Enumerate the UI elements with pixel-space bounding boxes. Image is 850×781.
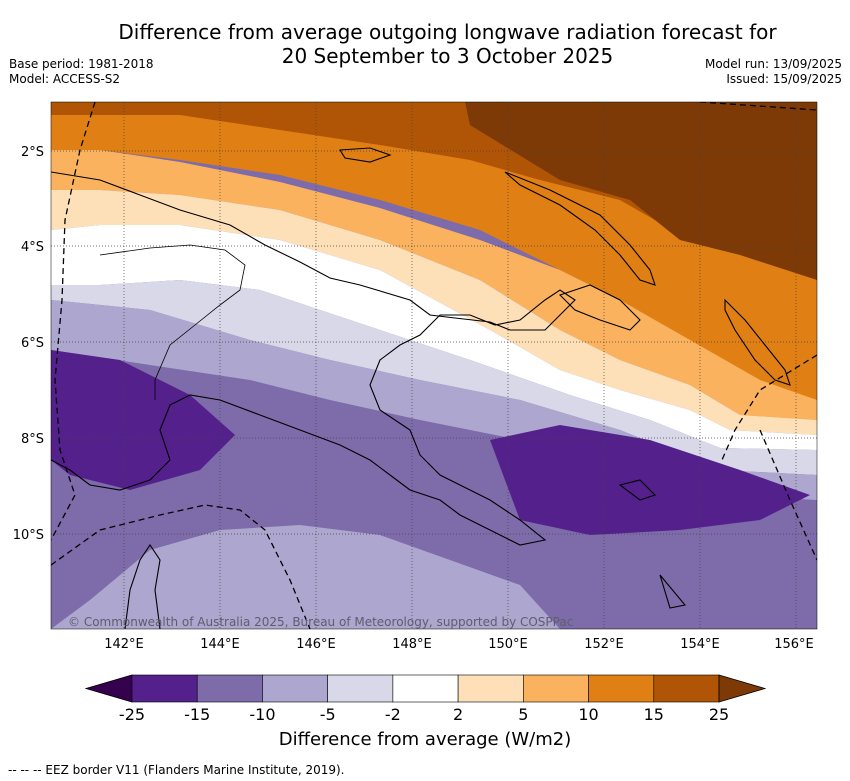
colorbar-tick-label: 5 [518, 705, 528, 724]
colorbar-tick-label: -15 [184, 705, 210, 724]
new-britain-coast [558, 284, 641, 331]
band-2-5 [51, 190, 817, 435]
colorbar-over-arrow [718, 674, 767, 703]
colorbar-tick-label: -10 [249, 705, 275, 724]
colorbar-segment [523, 674, 589, 703]
colorbar-segment [196, 674, 263, 703]
lon-label: 152°E [584, 637, 624, 652]
lon-label: 144°E [200, 637, 240, 652]
band-minus-25-15-east [490, 425, 810, 535]
colorbar-tick-label: -2 [385, 705, 401, 724]
model-name: Model: ACCESS-S2 [9, 72, 121, 86]
manus-coast [339, 147, 392, 163]
lat-label: 6°S [21, 336, 44, 351]
colorbar-tick-label: 15 [644, 705, 664, 724]
colorbar-segment [653, 674, 720, 703]
band-minus-5-2 [51, 280, 817, 475]
issued-date: Issued: 15/09/2025 [726, 72, 842, 86]
colorbar-label: Difference from average (W/m2) [278, 729, 572, 750]
lon-label: 148°E [392, 637, 432, 652]
colorbar-segment [457, 674, 524, 703]
colorbar-segment [131, 674, 198, 703]
map-frame [50, 101, 818, 630]
coastlines [51, 147, 791, 629]
eez-footnote: -- -- -- EEZ border V11 (Flanders Marine… [8, 763, 345, 777]
colorbar-under-arrow [84, 674, 133, 703]
model-run: Model run: 13/09/2025 [704, 57, 842, 71]
colorbar-segment [262, 674, 328, 703]
band-5-10 [51, 150, 817, 420]
lon-label: 150°E [488, 637, 528, 652]
lon-label: 146°E [296, 637, 336, 652]
base-period: Base period: 1981-2018 [9, 57, 154, 71]
lat-label: 10°S [13, 528, 44, 543]
copyright-text: © Commonwealth of Australia 2025, Bureau… [68, 615, 573, 629]
latitude-labels: 2°S 4°S 6°S 8°S 10°S [13, 145, 44, 543]
cape-york-coast [124, 544, 161, 629]
olr-anomaly-field [51, 102, 817, 629]
colorbar-segment [392, 674, 459, 703]
graticule [51, 102, 817, 629]
new-ireland-coast [504, 171, 656, 286]
colorbar-tick-label: 10 [578, 705, 598, 724]
meta-left: Base period: 1981-2018 Model: ACCESS-S2 [9, 57, 154, 87]
eez-borders [51, 102, 817, 629]
lon-label: 142°E [104, 637, 144, 652]
title-line-2: 20 September to 3 October 2025 [281, 44, 614, 68]
band-minus-10-5-south [51, 525, 560, 629]
meta-right: Model run: 13/09/2025 Issued: 15/09/2025 [705, 57, 842, 87]
colorbar-tick-label: 25 [709, 705, 729, 724]
lat-label: 4°S [21, 240, 44, 255]
longitude-labels: 142°E 144°E 146°E 148°E 150°E 152°E 154°… [104, 637, 814, 652]
colorbar-tick-label: -25 [119, 705, 145, 724]
lat-label: 2°S [21, 145, 44, 160]
colorbar-segment [588, 674, 655, 703]
inner-border [99, 244, 246, 400]
bougainville-coast [724, 298, 791, 386]
lon-label: 154°E [680, 637, 720, 652]
chart-title: Difference from average outgoing longwav… [0, 20, 850, 68]
colorbar-tick-label: 2 [453, 705, 463, 724]
lat-label: 8°S [21, 432, 44, 447]
colorbar-tick-label: -5 [320, 705, 336, 724]
title-line-1: Difference from average outgoing longwav… [118, 20, 777, 44]
new-guinea-coast [51, 171, 576, 546]
band-minus-25-15-west [51, 350, 235, 490]
louisiade-islands [618, 479, 687, 609]
lon-label: 156°E [774, 637, 814, 652]
colorbar: -25 -15 -10 -5 -2 2 5 10 15 25 [84, 674, 767, 724]
band-over-25 [465, 102, 817, 280]
colorbar-segment [327, 674, 394, 703]
band-neutral [51, 225, 817, 450]
